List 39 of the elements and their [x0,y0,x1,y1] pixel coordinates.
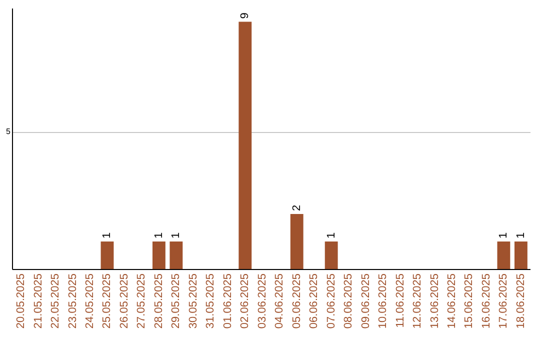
x-tick-label: 23.05.2025 [66,274,79,329]
x-tick-label: 24.05.2025 [84,274,96,329]
data-label: 1 [514,232,527,239]
x-tick-label: 27.05.2025 [136,274,148,329]
data-label: 1 [170,232,182,239]
x-tick-label: 10.06.2025 [377,274,390,329]
x-tick-label: 20.05.2025 [15,274,28,329]
x-tick-label: 29.05.2025 [170,274,182,329]
data-label: 1 [498,232,510,239]
x-tick-label: 14.06.2025 [446,274,458,329]
x-tick-label: 12.06.2025 [412,274,424,329]
data-label: 1 [101,232,114,239]
x-tick-label: 17.06.2025 [498,274,510,329]
x-tick-label: 22.05.2025 [50,274,62,329]
x-tick-label: 08.06.2025 [342,274,355,329]
x-tick-label: 06.06.2025 [308,274,320,329]
x-tick-label: 04.06.2025 [274,274,286,329]
x-tick-label: 18.06.2025 [514,274,527,329]
x-tick-label: 26.05.2025 [118,274,130,329]
x-tick-label: 31.05.2025 [204,274,217,329]
x-tick-label: 21.05.2025 [32,274,44,329]
data-label: 1 [152,232,165,239]
x-tick-label: 25.05.2025 [101,274,114,329]
data-label: 2 [290,204,303,212]
data-label: 1 [325,232,338,239]
x-tick-label: 16.06.2025 [480,274,492,329]
x-tick-label: 28.05.2025 [152,274,165,329]
x-tick-label: 13.06.2025 [428,274,441,329]
x-tick-label: 05.06.2025 [290,274,303,329]
x-tick-label: 30.05.2025 [187,274,200,329]
x-tick-label: 03.06.2025 [256,274,268,329]
x-tick-label: 01.06.2025 [222,274,234,329]
x-tick-label: 09.06.2025 [360,274,372,329]
data-label: 9 [239,12,252,19]
y-tick-label: 5 [6,127,12,136]
x-tick-label: 02.06.2025 [239,274,252,329]
x-tick-label: 07.06.2025 [325,274,338,329]
x-tick-label: 11.06.2025 [394,274,406,328]
x-tick-label: 15.06.2025 [463,274,476,329]
